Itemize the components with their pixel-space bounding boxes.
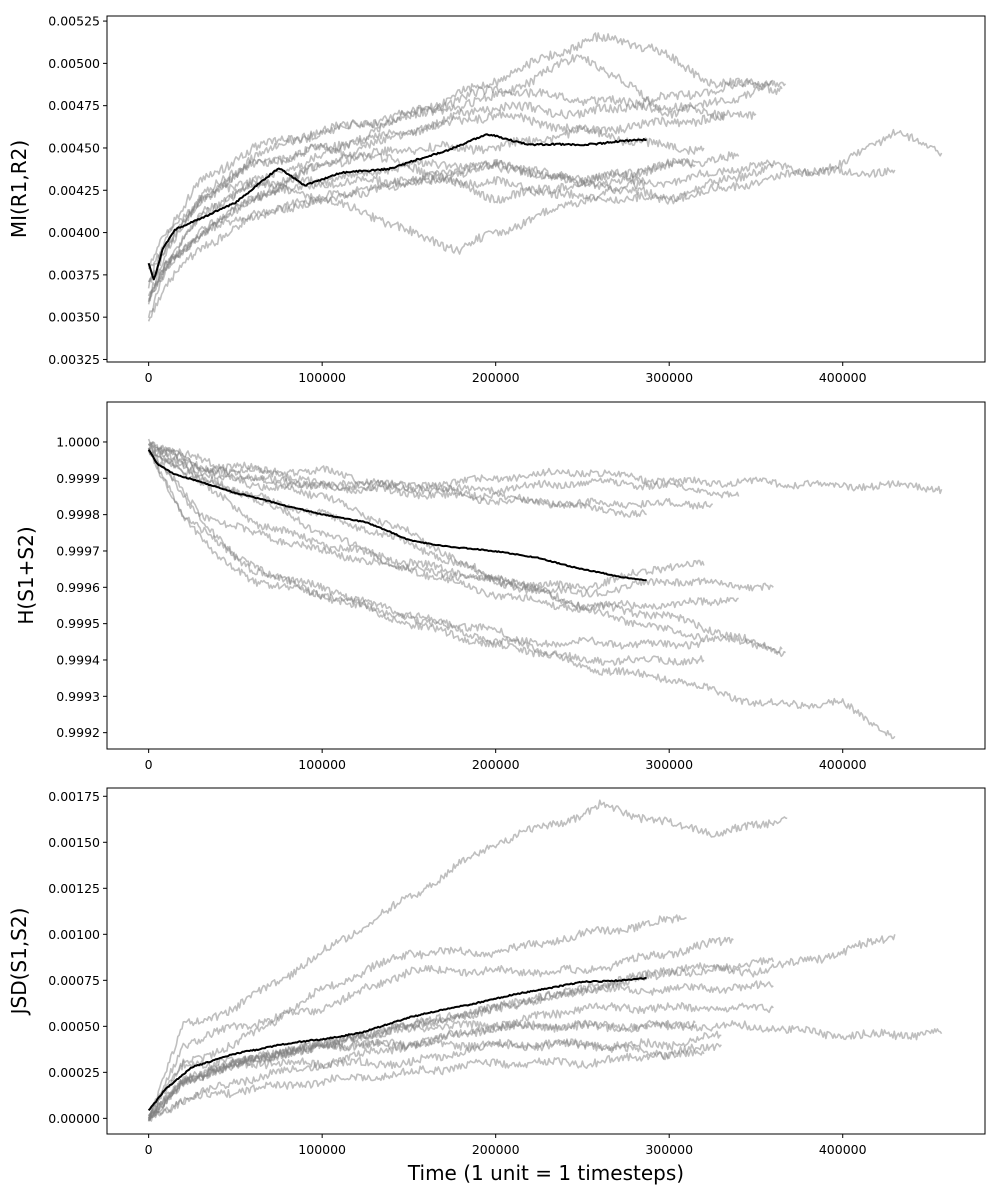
y-tick-label: 0.00500	[48, 56, 100, 71]
x-tick-label: 0	[145, 757, 153, 772]
chart-panel-mi: 0 100000 200000 300000 400000 0.00325 0.00350 0…	[7, 14, 986, 385]
run-series-line	[147, 54, 787, 297]
x-tick-label: 400000	[819, 1142, 867, 1157]
plot-area	[147, 32, 943, 322]
run-series-line	[147, 450, 896, 740]
run-series-line	[147, 448, 783, 654]
y-tick-label: 0.00400	[48, 225, 100, 240]
run-series-line	[147, 447, 705, 650]
run-series-line	[147, 445, 647, 518]
x-tick-label: 400000	[819, 757, 867, 772]
run-series-line	[148, 85, 726, 283]
y-tick-label: 0.9993	[56, 689, 100, 704]
y-axis-label-jsd: JSD(S1,S2)	[7, 908, 31, 1017]
plot-area	[147, 799, 943, 1122]
run-series-line	[147, 1042, 722, 1122]
run-series-line	[148, 449, 705, 666]
y-tick-label: 0.00000	[48, 1111, 100, 1126]
x-axis-label: Time (1 unit = 1 timesteps)	[407, 1161, 684, 1185]
run-series-line	[147, 438, 739, 612]
x-tick-label: 200000	[472, 1142, 520, 1157]
x-tick-label: 200000	[472, 370, 520, 385]
run-series-line	[147, 163, 774, 270]
run-series-line	[147, 1019, 943, 1122]
y-tick-label: 0.00375	[48, 267, 100, 282]
x-tick-label: 100000	[298, 757, 346, 772]
run-series-line	[148, 936, 734, 1117]
run-series-line	[148, 79, 774, 268]
y-axis-label-entropy: H(S1+S2)	[14, 526, 38, 624]
run-series-line	[148, 441, 714, 510]
run-series-line	[147, 957, 775, 1118]
x-tick-label: 100000	[298, 370, 346, 385]
run-series-line	[148, 447, 705, 592]
run-series-line	[148, 109, 757, 302]
run-series-line	[147, 441, 740, 499]
axes-frame	[106, 15, 986, 363]
y-tick-label: 0.00450	[48, 140, 100, 155]
y-tick-label: 0.00325	[48, 352, 100, 367]
x-tick-label: 300000	[645, 370, 693, 385]
run-series-line	[147, 32, 783, 318]
y-tick-label: 0.00075	[48, 973, 100, 988]
y-tick-label: 0.9999	[56, 471, 100, 486]
axes-frame	[106, 787, 986, 1135]
y-tick-label: 0.00100	[48, 927, 100, 942]
y-tick-label: 0.9996	[56, 580, 100, 595]
plot-area	[147, 438, 943, 740]
chart-panel-jsd: 0 100000 200000 300000 400000 0.00000 0.00025 0…	[7, 787, 986, 1157]
y-tick-label: 0.9997	[56, 543, 100, 558]
y-axis-label-mi: MI(R1,R2)	[7, 140, 31, 238]
axes-frame	[106, 401, 986, 750]
mean-series-line	[147, 977, 647, 1112]
y-tick-label: 1.0000	[56, 434, 100, 449]
run-series-line	[147, 448, 786, 658]
y-tick-label: 0.00050	[48, 1019, 100, 1034]
run-series-line	[147, 142, 740, 289]
y-tick-label: 0.9998	[56, 507, 100, 522]
y-tick-label: 0.00525	[48, 14, 100, 29]
x-tick-label: 100000	[298, 1142, 346, 1157]
run-series-line	[147, 109, 705, 305]
x-tick-label: 400000	[819, 370, 867, 385]
run-series-line	[148, 1038, 705, 1121]
y-tick-label: 0.9992	[56, 725, 100, 740]
y-tick-label: 0.00125	[48, 881, 100, 896]
run-series-line	[147, 1030, 722, 1119]
x-tick-label: 300000	[645, 1142, 693, 1157]
y-tick-label: 0.00475	[48, 98, 100, 113]
x-tick-label: 300000	[645, 757, 693, 772]
run-series-line	[147, 441, 943, 495]
run-series-line	[147, 178, 646, 303]
y-tick-label: 0.00025	[48, 1065, 100, 1080]
mean-series-line	[147, 133, 647, 281]
run-series-line	[148, 799, 788, 1118]
y-tick-label: 0.00175	[48, 789, 100, 804]
x-tick-label: 0	[145, 1142, 153, 1157]
y-tick-label: 0.00150	[48, 835, 100, 850]
y-tick-label: 0.00350	[48, 310, 100, 325]
y-tick-label: 0.9995	[56, 616, 100, 631]
x-tick-label: 0	[145, 370, 153, 385]
run-series-line	[148, 158, 896, 301]
chart-panel-entropy: 0 100000 200000 300000 400000 0.9992 0.9993 0.9…	[14, 401, 986, 772]
y-tick-label: 0.9994	[56, 652, 100, 667]
x-tick-label: 200000	[472, 757, 520, 772]
mean-series-line	[147, 449, 647, 582]
run-series-line	[147, 914, 687, 1122]
y-tick-label: 0.00425	[48, 183, 100, 198]
